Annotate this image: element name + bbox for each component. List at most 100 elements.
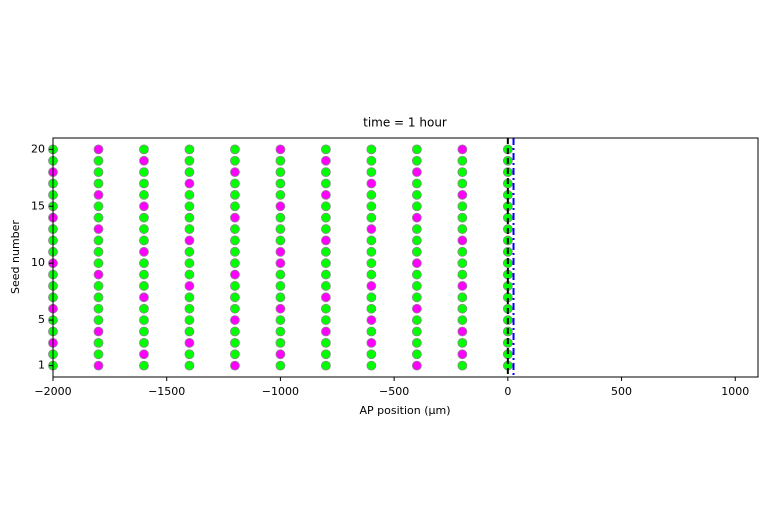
cell-point: [457, 190, 468, 200]
cell-point: [321, 258, 331, 269]
cell-point: [139, 155, 149, 166]
cell-point: [411, 292, 422, 303]
cell-point: [93, 258, 104, 269]
cell-point: [139, 190, 149, 200]
cell-point: [457, 258, 468, 269]
x-tick-label: −1000: [262, 385, 299, 398]
cell-point: [184, 235, 195, 246]
cell-point: [366, 201, 377, 212]
cell-point: [230, 258, 240, 269]
cell-point: [139, 246, 149, 257]
cell-point: [275, 349, 286, 360]
cell-point: [366, 246, 377, 257]
cell-point: [184, 212, 195, 223]
cell-point: [230, 349, 240, 360]
cell-point: [184, 326, 195, 337]
cell-point: [366, 269, 377, 280]
cell-point: [321, 269, 331, 280]
cell-point: [230, 281, 240, 291]
cell-point: [457, 155, 468, 166]
cell-point: [457, 235, 468, 246]
cell-point: [457, 292, 468, 303]
cell-point: [366, 337, 377, 348]
cell-point: [93, 303, 104, 314]
cell-point: [139, 201, 149, 212]
cell-point: [230, 144, 240, 155]
cell-point: [321, 292, 331, 303]
cell-point: [93, 167, 104, 178]
cell-point: [275, 292, 286, 303]
cell-point: [139, 281, 149, 291]
cell-point: [139, 258, 149, 269]
cell-point: [93, 144, 104, 155]
cell-point: [184, 360, 195, 371]
cell-point: [321, 326, 331, 337]
cell-point: [230, 155, 240, 166]
cell-point: [139, 315, 149, 325]
cell-point: [230, 246, 240, 257]
cell-point: [230, 326, 240, 337]
cell-point: [139, 224, 149, 234]
cell-point: [457, 224, 468, 234]
cell-point: [457, 349, 468, 360]
cell-point: [230, 269, 240, 280]
cell-point: [275, 337, 286, 348]
cell-point: [93, 178, 104, 189]
cell-point: [184, 315, 195, 325]
cell-point: [321, 281, 331, 291]
cell-point: [457, 326, 468, 337]
y-tick-label: 10: [31, 256, 45, 269]
cell-point: [184, 144, 195, 155]
cell-point: [321, 212, 331, 223]
x-tick-label: 1000: [721, 385, 749, 398]
cell-point: [184, 190, 195, 200]
cell-point: [184, 303, 195, 314]
cell-point: [457, 178, 468, 189]
cell-point: [275, 303, 286, 314]
cell-point: [275, 178, 286, 189]
cell-point: [275, 201, 286, 212]
cell-point: [184, 246, 195, 257]
cell-point: [457, 144, 468, 155]
cell-point: [411, 303, 422, 314]
cell-point: [411, 190, 422, 200]
cell-point: [184, 155, 195, 166]
cell-point: [411, 326, 422, 337]
cell-point: [411, 360, 422, 371]
cell-point: [321, 167, 331, 178]
cell-point: [366, 315, 377, 325]
cell-point: [457, 337, 468, 348]
cell-point: [184, 349, 195, 360]
cell-point: [93, 224, 104, 234]
cell-point: [366, 224, 377, 234]
cell-point: [366, 360, 377, 371]
cell-point: [184, 292, 195, 303]
x-tick-label: −2000: [34, 385, 71, 398]
cell-point: [93, 292, 104, 303]
cell-point: [321, 246, 331, 257]
y-tick-label: 20: [31, 142, 45, 155]
cell-point: [93, 360, 104, 371]
cell-point: [366, 178, 377, 189]
cell-point: [457, 315, 468, 325]
cell-point: [139, 235, 149, 246]
cell-point: [321, 349, 331, 360]
cell-point: [366, 144, 377, 155]
cell-point: [411, 212, 422, 223]
cell-point: [275, 326, 286, 337]
cell-point: [411, 178, 422, 189]
cell-point: [230, 201, 240, 212]
cell-point: [366, 155, 377, 166]
cell-point: [411, 269, 422, 280]
cell-point: [366, 167, 377, 178]
cell-point: [457, 201, 468, 212]
cell-point: [230, 178, 240, 189]
cell-point: [139, 144, 149, 155]
cell-point: [230, 303, 240, 314]
cell-point: [411, 281, 422, 291]
cell-point: [139, 212, 149, 223]
cell-point: [184, 337, 195, 348]
cell-point: [230, 235, 240, 246]
cell-point: [184, 178, 195, 189]
cell-point: [139, 360, 149, 371]
